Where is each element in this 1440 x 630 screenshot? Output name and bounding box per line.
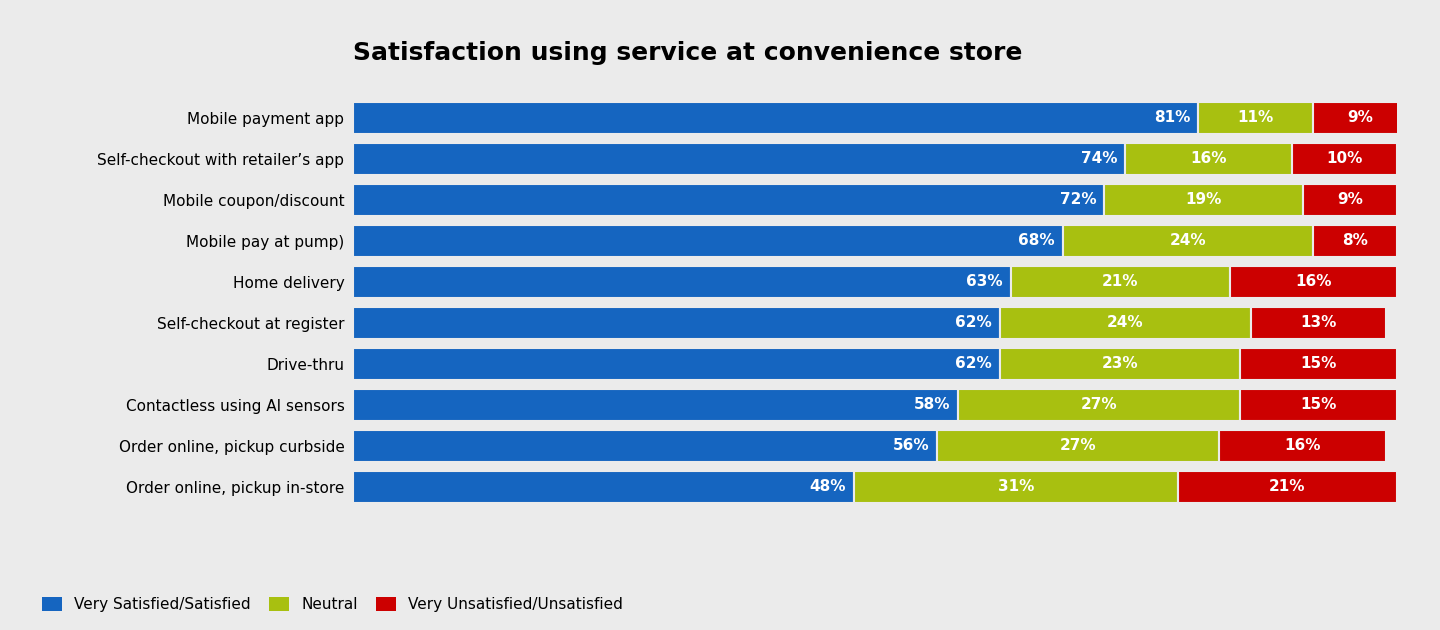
Bar [1126, 143, 1293, 175]
Bar [353, 307, 999, 339]
Text: 16%: 16% [1284, 438, 1320, 454]
Bar [353, 225, 1063, 257]
Text: 15%: 15% [1300, 398, 1336, 413]
Text: 10%: 10% [1326, 151, 1362, 166]
Text: 62%: 62% [955, 357, 992, 372]
Text: 19%: 19% [1185, 192, 1223, 207]
Text: 24%: 24% [1169, 233, 1207, 248]
Bar [937, 430, 1220, 462]
Text: 48%: 48% [809, 479, 845, 495]
Text: 27%: 27% [1081, 398, 1117, 413]
Bar [999, 307, 1250, 339]
Text: 9%: 9% [1348, 110, 1374, 125]
Bar [1313, 225, 1397, 257]
Bar [1104, 184, 1303, 216]
Bar [1063, 225, 1313, 257]
Bar [353, 143, 1126, 175]
Text: 23%: 23% [1102, 357, 1139, 372]
Bar [353, 102, 1198, 134]
Bar [1303, 184, 1397, 216]
Text: 56%: 56% [893, 438, 929, 454]
Bar [1220, 430, 1387, 462]
Bar [353, 266, 1011, 298]
Bar [353, 348, 999, 380]
Bar [1011, 266, 1230, 298]
Bar [1293, 143, 1397, 175]
Text: 74%: 74% [1080, 151, 1117, 166]
Text: 24%: 24% [1107, 316, 1143, 330]
Bar [353, 471, 854, 503]
Bar [1198, 102, 1313, 134]
Text: 72%: 72% [1060, 192, 1096, 207]
Bar [1230, 266, 1397, 298]
Text: 62%: 62% [955, 316, 992, 330]
Text: 15%: 15% [1300, 357, 1336, 372]
Bar [353, 389, 959, 421]
Text: 58%: 58% [913, 398, 950, 413]
Bar [1240, 348, 1397, 380]
Text: 13%: 13% [1300, 316, 1336, 330]
Legend: Very Satisfied/Satisfied, Neutral, Very Unsatisfied/Unsatisfied: Very Satisfied/Satisfied, Neutral, Very … [42, 597, 624, 612]
Text: Satisfaction using service at convenience store: Satisfaction using service at convenienc… [353, 41, 1022, 65]
Bar [1313, 102, 1407, 134]
Text: 21%: 21% [1269, 479, 1306, 495]
Bar [353, 430, 937, 462]
Bar [1240, 389, 1397, 421]
Text: 16%: 16% [1191, 151, 1227, 166]
Text: 11%: 11% [1238, 110, 1274, 125]
Text: 8%: 8% [1342, 233, 1368, 248]
Bar [353, 184, 1104, 216]
Bar [999, 348, 1240, 380]
Text: 16%: 16% [1295, 275, 1332, 289]
Text: 31%: 31% [998, 479, 1034, 495]
Text: 68%: 68% [1018, 233, 1054, 248]
Text: 81%: 81% [1153, 110, 1189, 125]
Text: 63%: 63% [966, 275, 1002, 289]
Bar [1250, 307, 1387, 339]
Bar [959, 389, 1240, 421]
Text: 21%: 21% [1102, 275, 1139, 289]
Bar [1178, 471, 1397, 503]
Text: 9%: 9% [1336, 192, 1362, 207]
Bar [854, 471, 1178, 503]
Text: 27%: 27% [1060, 438, 1097, 454]
